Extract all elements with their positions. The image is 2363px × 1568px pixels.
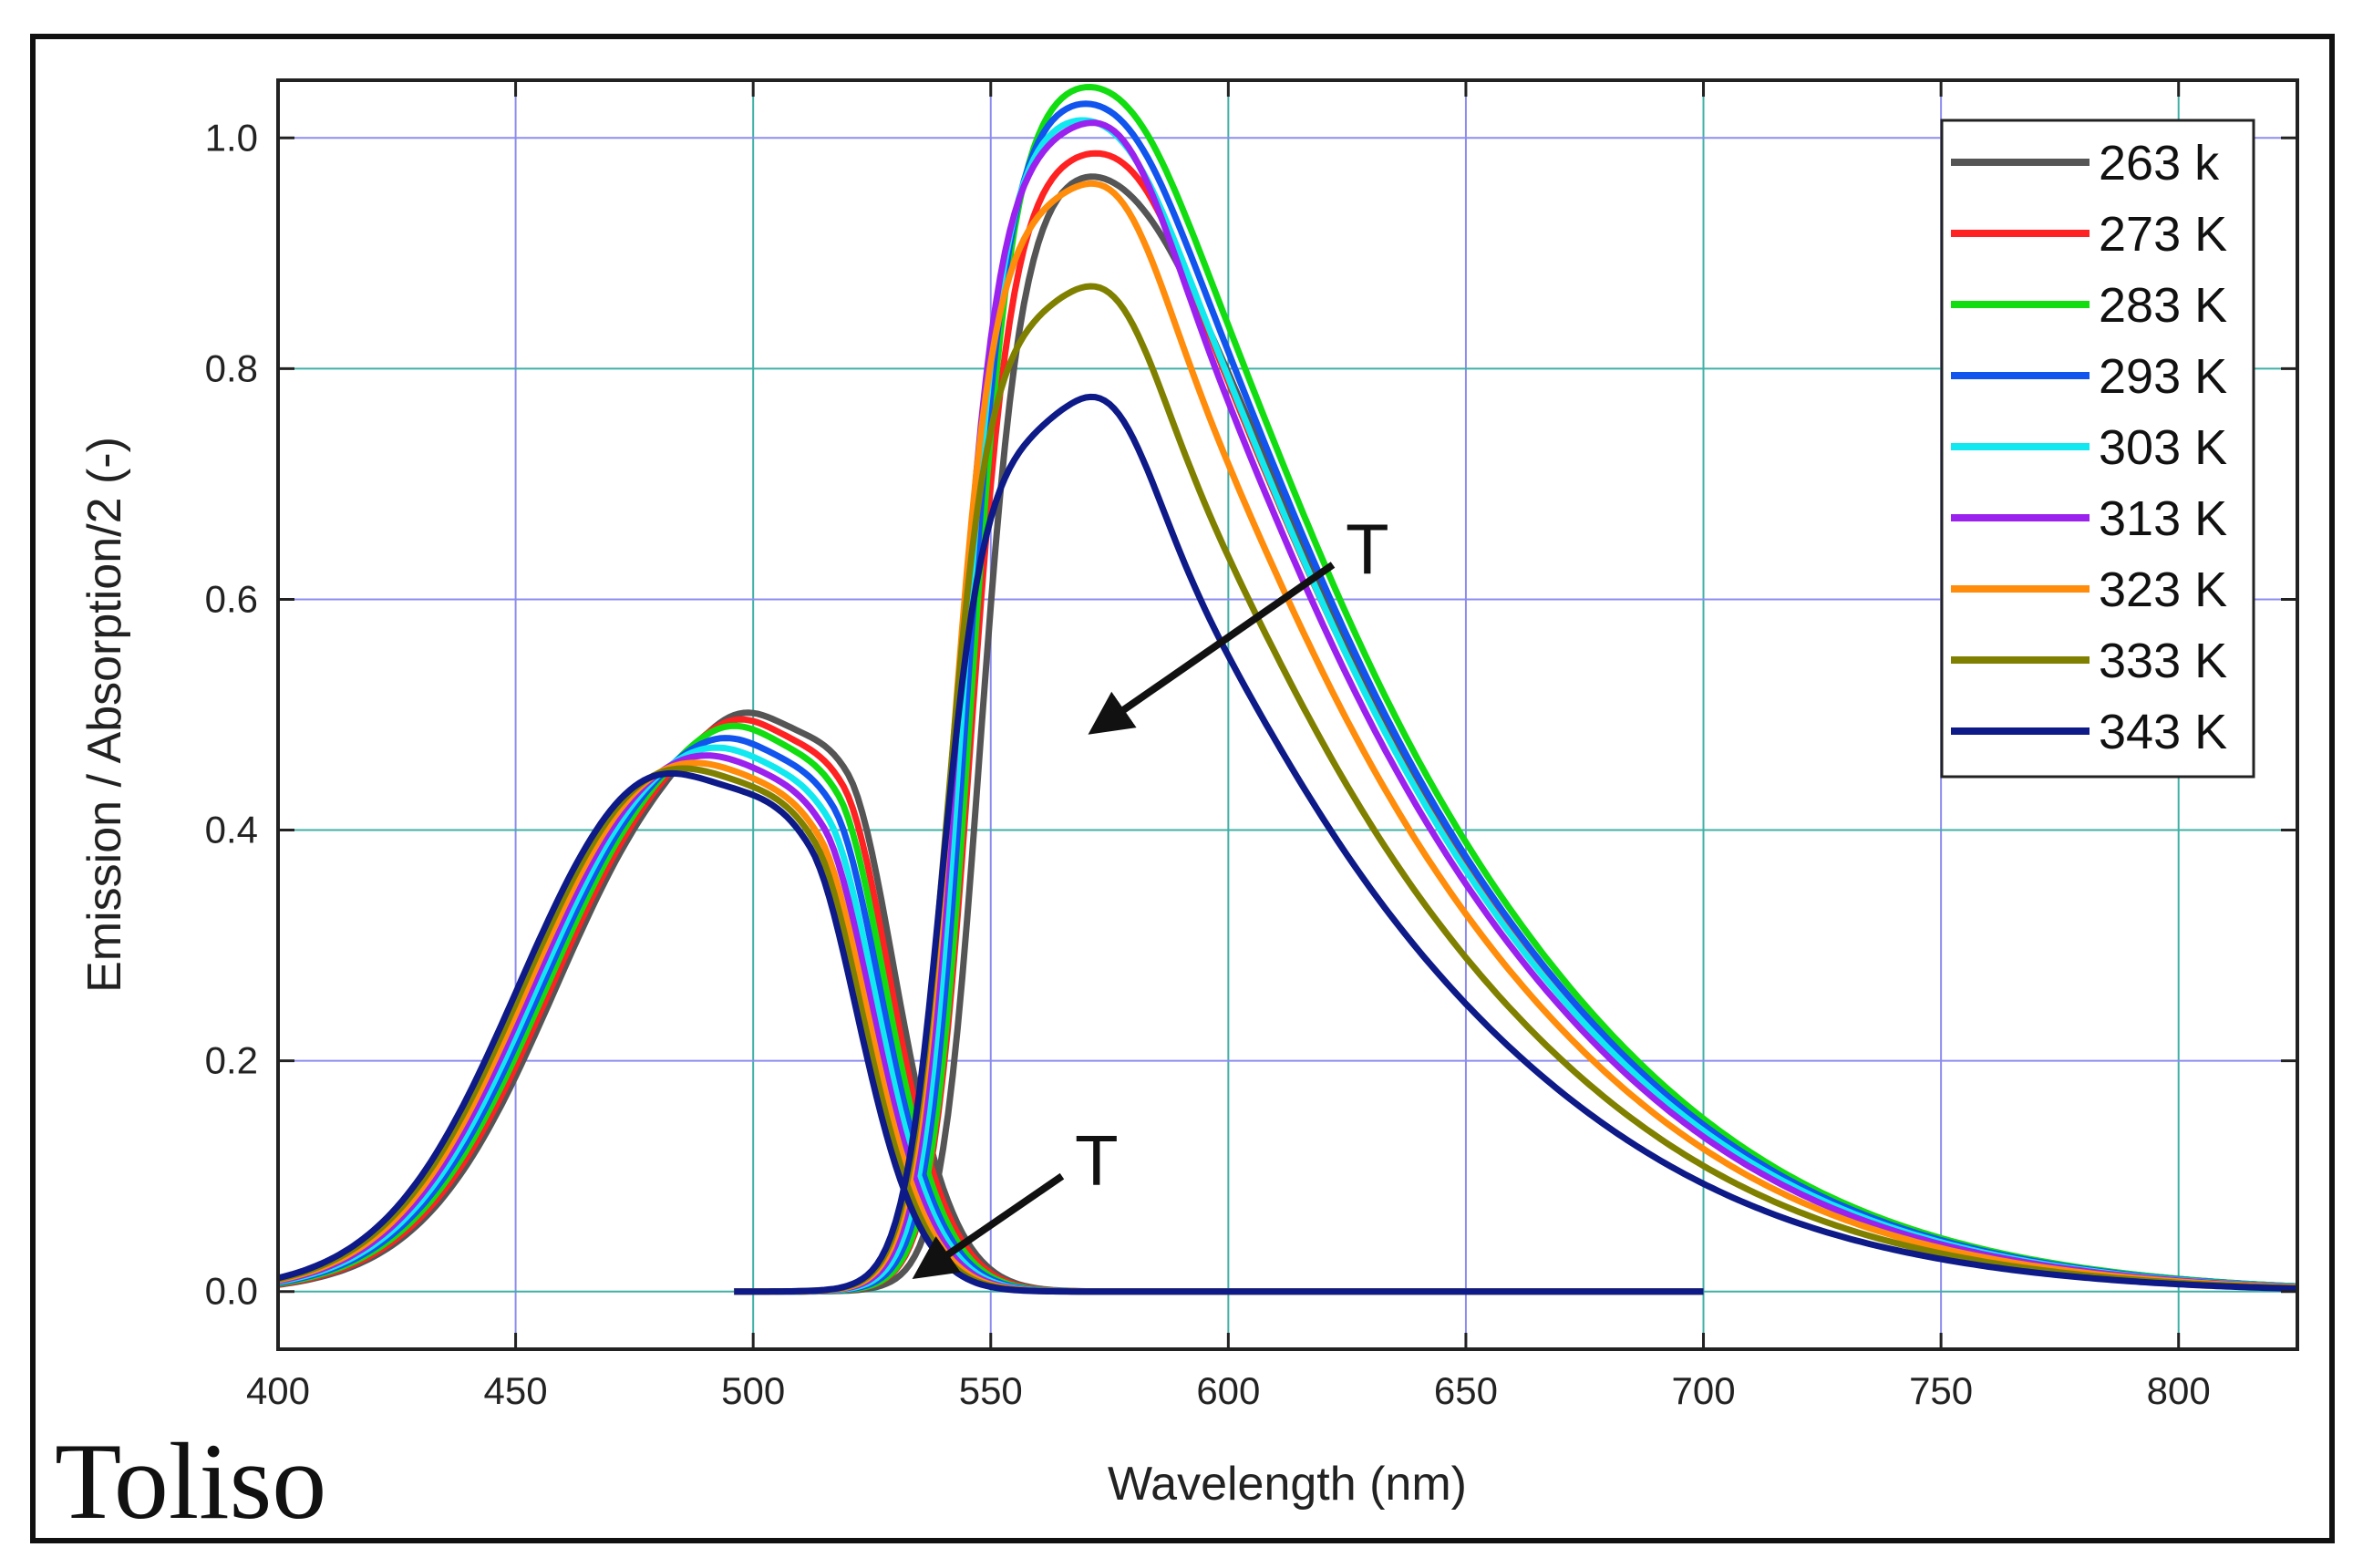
annotation-label: T xyxy=(1075,1120,1119,1201)
annotation-arrow xyxy=(912,1172,1065,1280)
y-tick-label: 0.8 xyxy=(205,346,258,389)
y-tick-label: 1.0 xyxy=(205,116,258,159)
series-group xyxy=(277,83,2298,1295)
x-tick-label: 650 xyxy=(1434,1369,1498,1412)
legend-label: 263 k xyxy=(2099,136,2220,191)
y-tick-label: 0.4 xyxy=(205,809,258,851)
legend-label: 313 K xyxy=(2099,491,2227,546)
x-tick-label: 550 xyxy=(959,1369,1023,1412)
axis-ticks: 400 450 500 550 600 650 700 750 800 0.0 0.2 0.4 0.6 0… xyxy=(205,80,2297,1412)
legend-label: 323 K xyxy=(2099,562,2227,617)
x-tick-label: 600 xyxy=(1196,1369,1260,1412)
x-tick-label: 400 xyxy=(246,1369,310,1412)
plot-area xyxy=(276,78,2299,1351)
y-tick-label: 0.2 xyxy=(205,1039,258,1082)
annotation-label: T xyxy=(1346,509,1389,589)
y-axis-title: Emission / Absorption/2 (-) xyxy=(78,437,131,993)
emission-line-8 xyxy=(734,393,2298,1295)
x-tick-label: 800 xyxy=(2147,1369,2211,1412)
y-tick-label: 0.6 xyxy=(205,577,258,620)
legend-label: 303 K xyxy=(2099,420,2227,475)
emission-line-7 xyxy=(734,283,2298,1295)
legend-label: 283 K xyxy=(2099,278,2227,333)
legend: 263 k 273 K 283 K 293 K 303 K 313 K 323 K 333 K… xyxy=(1940,119,2255,779)
absorption-line-8 xyxy=(277,769,1704,1295)
legend-label: 293 K xyxy=(2099,349,2227,404)
panel-label: Toliso xyxy=(55,1420,326,1542)
x-tick-label: 450 xyxy=(484,1369,548,1412)
x-tick-label: 500 xyxy=(721,1369,785,1412)
legend-label: 343 K xyxy=(2099,705,2227,759)
legend-label: 333 K xyxy=(2099,634,2227,688)
x-axis-title: Wavelength (nm) xyxy=(1108,1458,1467,1511)
legend-label: 273 K xyxy=(2099,207,2227,262)
x-tick-label: 750 xyxy=(1909,1369,1973,1412)
annotations: TT xyxy=(912,509,1389,1280)
annotation-arrow xyxy=(1088,562,1336,735)
x-tick-label: 700 xyxy=(1671,1369,1735,1412)
y-tick-label: 0.0 xyxy=(205,1270,258,1313)
